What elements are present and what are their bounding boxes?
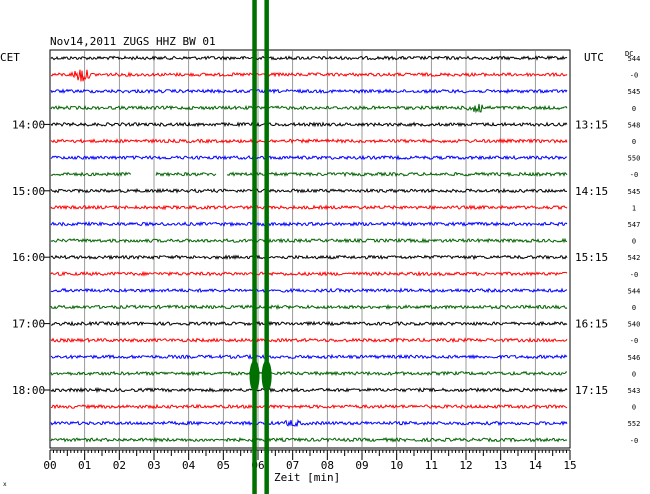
dc-value-label: -0 [630,72,638,80]
dc-value-label: -0 [630,437,638,445]
x-axis-ticks: 00 01 02 03 04 05 06 07 08 09 10 11 12 13 14 15 [43,449,577,472]
trace-row [50,270,568,277]
dc-value-label: 550 [628,155,641,163]
x-tick-label: 09 [355,459,368,472]
utc-axis-label: UTC [584,51,604,64]
dc-value-label: 542 [628,254,641,262]
trace-row [50,418,568,427]
cet-axis-label: CET [0,51,20,64]
dc-value-label: 0 [632,404,636,412]
trace-row [50,303,568,311]
plot-border [49,49,571,449]
dc-value-label: 0 [632,304,636,312]
trace-group [50,55,568,443]
trace-row [50,386,568,394]
minute-grid [84,50,536,448]
utc-label: 16:15 [575,318,608,331]
event-marker-blob [261,360,272,392]
dc-value-label: 0 [632,238,636,246]
dc-value-label: 543 [628,387,641,395]
x-tick-label: 02 [113,459,126,472]
trace-row [50,55,568,61]
dc-value-label: 545 [628,188,641,196]
dc-value-label: 0 [632,105,636,113]
trace-row [50,237,568,244]
cet-hour-label: 18:00 [12,384,45,397]
x-axis-label: Zeit [min] [274,471,340,484]
x-tick-label: 03 [147,459,160,472]
utc-label: 14:15 [575,185,608,198]
chart-title: Nov14,2011 ZUGS HHZ BW 01 [50,35,216,48]
x-tick-label: 15 [563,459,576,472]
dc-value-label: 540 [628,321,641,329]
x-tick-label: 04 [182,459,196,472]
trace-row [50,204,568,211]
trace-row [50,254,568,261]
x-tick-label: 01 [78,459,91,472]
trace-row [50,287,568,294]
trace-row [50,436,568,443]
row-label-group: 14:00 15:00 16:00 17:00 18:00 13:15 14:15 15:15… [12,55,640,445]
event-marker-group [249,0,272,494]
cet-hour-label: 16:00 [12,251,45,264]
utc-label: 17:15 [575,384,608,397]
dc-value-label: 1 [632,204,636,212]
dc-value-label: 544 [628,55,641,63]
trace-row [50,187,567,194]
dc-value-label: 548 [628,121,641,129]
trace-row [50,353,568,360]
dc-value-label: 552 [628,420,641,428]
event-marker-blob [249,360,260,392]
trace-row [50,154,568,161]
x-tick-label: 14 [529,459,543,472]
footer-mark: x [3,481,7,488]
x-tick-label: 05 [217,459,230,472]
trace-row [51,320,568,327]
trace-row [50,88,568,95]
dc-value-label: -0 [630,171,638,179]
dc-value-label: 545 [628,88,641,96]
dc-value-label: 544 [628,287,641,295]
x-tick-label: 10 [390,459,403,472]
utc-label: 13:15 [575,118,608,131]
trace-row [50,103,568,114]
x-tick-label: 07 [286,459,299,472]
trace-row [50,138,568,144]
cet-hour-label: 17:00 [12,318,45,331]
utc-label: 15:15 [575,251,608,264]
dc-value-label: 546 [628,354,641,362]
dc-value-label: -0 [630,271,638,279]
plot-frame [49,49,571,449]
dc-axis-label: DC [625,50,633,58]
dc-value-label: -0 [630,337,638,345]
trace-row [50,69,568,82]
dc-value-label: 547 [628,221,641,229]
trace-row [50,171,568,178]
cet-hour-label: 15:00 [12,185,45,198]
dc-value-label: 0 [632,138,636,146]
trace-row [50,403,568,410]
cet-hour-label: 14:00 [12,118,45,131]
trace-row [50,370,568,377]
trace-row [50,337,568,344]
x-tick-label: 12 [459,459,472,472]
trace-row [50,121,568,128]
trace-row [50,220,568,228]
x-tick-label: 13 [494,459,507,472]
x-tick-label: 00 [43,459,56,472]
x-tick-label: 08 [321,459,334,472]
x-tick-label: 11 [425,459,438,472]
dc-value-label: 0 [632,370,636,378]
